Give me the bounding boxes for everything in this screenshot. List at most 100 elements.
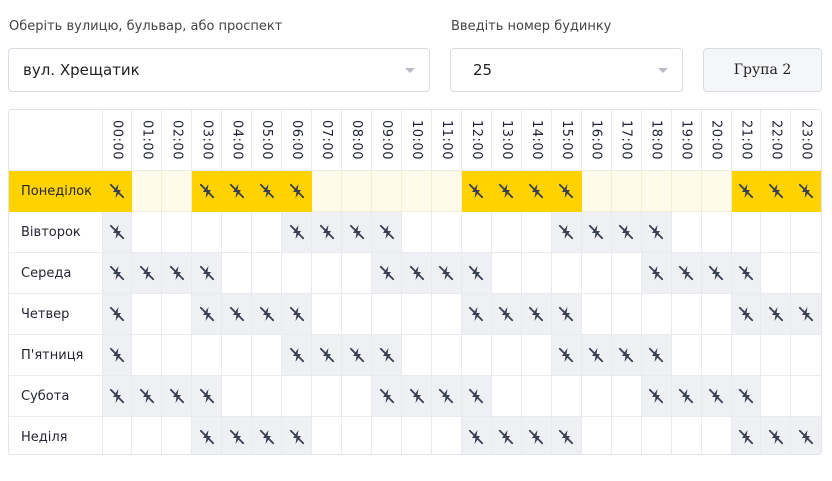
schedule-cell [191, 334, 223, 376]
outage-cell [101, 170, 133, 212]
power-off-icon [732, 429, 761, 445]
schedule-cell [341, 293, 373, 335]
schedule-cell [610, 416, 642, 454]
power-off-icon [492, 429, 521, 445]
power-off-icon [761, 183, 790, 199]
outage-cell [101, 211, 133, 253]
schedule-cell [670, 334, 702, 376]
day-label: Субота [9, 375, 103, 417]
outage-cell [640, 252, 672, 294]
outage-cell [131, 252, 163, 294]
hour-label: 15:00 [558, 120, 574, 160]
schedule-cell [341, 416, 373, 454]
power-off-icon [103, 306, 132, 322]
street-select[interactable]: вул. Хрещатик [8, 48, 430, 92]
schedule-cell [610, 170, 642, 212]
day-label: Середа [9, 252, 103, 294]
hour-header: 18:00 [640, 110, 672, 171]
group-button[interactable]: Група 2 [703, 48, 822, 92]
schedule-cell [640, 170, 672, 212]
hour-label: 12:00 [468, 120, 484, 160]
house-select[interactable]: 25 [450, 48, 683, 92]
schedule-cell [580, 252, 612, 294]
schedule-cell [101, 416, 133, 454]
schedule-cell [371, 170, 403, 212]
outage-cell [371, 211, 403, 253]
schedule-cell [610, 375, 642, 417]
schedule-cell [281, 375, 313, 417]
schedule-cell [251, 375, 283, 417]
outage-cell [221, 170, 253, 212]
power-off-icon [552, 429, 581, 445]
schedule-cell [790, 375, 821, 417]
power-off-icon [222, 429, 251, 445]
schedule-cell [760, 375, 792, 417]
hour-label: 02:00 [169, 120, 185, 160]
power-off-icon [342, 347, 371, 363]
power-off-icon [642, 224, 671, 240]
schedule-cell [640, 293, 672, 335]
outage-cell [730, 375, 762, 417]
outage-cell [550, 416, 582, 454]
power-off-icon [732, 265, 761, 281]
power-off-icon [732, 183, 761, 199]
house-label: Введіть номер будинку [451, 19, 612, 34]
schedule-cell [730, 211, 762, 253]
outage-cell [640, 375, 672, 417]
schedule-cell [341, 252, 373, 294]
power-off-icon [642, 347, 671, 363]
hour-label: 06:00 [289, 120, 305, 160]
outage-cell [191, 293, 223, 335]
schedule-table: 00:00 01:00 02:00 03:00 04:00 05:00 06:00 07:00… [8, 109, 822, 455]
schedule-cell [311, 252, 343, 294]
power-off-icon [402, 388, 431, 404]
power-off-icon [282, 183, 311, 199]
hour-header: 02:00 [161, 110, 193, 171]
power-off-icon [192, 183, 221, 199]
outage-cell [281, 211, 313, 253]
hour-label: 05:00 [259, 120, 275, 160]
hour-header: 06:00 [281, 110, 313, 171]
schedule-cell [580, 416, 612, 454]
schedule-cell [700, 416, 732, 454]
power-off-icon [312, 224, 341, 240]
hour-header: 22:00 [760, 110, 792, 171]
schedule-cell [251, 252, 283, 294]
power-off-icon [761, 429, 790, 445]
day-label: Четвер [9, 293, 103, 335]
schedule-cell [610, 252, 642, 294]
outage-cell [550, 211, 582, 253]
outage-cell [251, 293, 283, 335]
schedule-cell [490, 252, 522, 294]
outage-cell [191, 416, 223, 454]
power-off-icon [702, 388, 731, 404]
schedule-cell [430, 293, 462, 335]
hour-label: 09:00 [379, 120, 395, 160]
hour-label: 13:00 [498, 120, 514, 160]
day-label: Понеділок [9, 170, 103, 212]
schedule-cell [460, 334, 492, 376]
schedule-cell [311, 416, 343, 454]
schedule-cell [251, 334, 283, 376]
power-off-icon [372, 265, 401, 281]
schedule-cell [311, 375, 343, 417]
power-off-icon [642, 265, 671, 281]
power-off-icon [103, 388, 132, 404]
schedule-cell [730, 334, 762, 376]
hour-header: 15:00 [550, 110, 582, 171]
outage-cell [790, 416, 821, 454]
hour-header: 03:00 [191, 110, 223, 171]
outage-cell [281, 170, 313, 212]
power-off-icon [432, 265, 461, 281]
outage-cell [610, 211, 642, 253]
schedule-cell [341, 375, 373, 417]
power-off-icon [132, 388, 161, 404]
hour-header: 11:00 [430, 110, 462, 171]
outage-cell [341, 211, 373, 253]
power-off-icon [282, 306, 311, 322]
power-off-icon [702, 265, 731, 281]
schedule-cell [281, 252, 313, 294]
outage-cell [550, 170, 582, 212]
outage-cell [580, 211, 612, 253]
power-off-icon [462, 183, 491, 199]
